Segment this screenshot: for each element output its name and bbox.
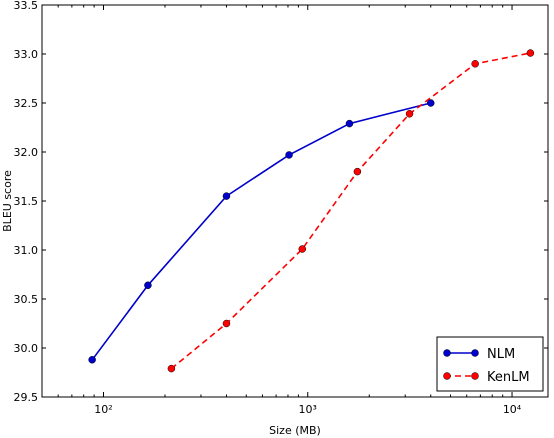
y-tick-label: 32.5 [14, 97, 39, 110]
data-point-kenlm [526, 49, 535, 57]
legend-label-nlm: NLM [487, 347, 515, 362]
y-tick-label: 31.0 [14, 244, 39, 257]
legend-marker [443, 372, 451, 380]
y-axis-label: BLEU score [1, 170, 14, 232]
y-tick-label: 31.5 [14, 195, 39, 208]
data-point-kenlm [298, 245, 307, 253]
x-tick-label: 10² [94, 403, 112, 416]
x-tick-label: 10³ [299, 403, 317, 416]
plot-area [88, 49, 535, 373]
y-tick-label: 30.0 [14, 342, 39, 355]
y-tick-label: 32.0 [14, 146, 39, 159]
data-point-kenlm [222, 319, 231, 328]
legend-marker [471, 372, 479, 380]
y-tick-label: 33.5 [14, 0, 39, 12]
data-point-nlm [144, 281, 152, 290]
series-line-nlm [91, 102, 431, 361]
y-tick-label: 29.5 [14, 391, 39, 404]
legend-marker [471, 349, 479, 357]
data-point-nlm [222, 192, 231, 200]
data-point-kenlm [405, 110, 414, 118]
data-point-nlm [88, 356, 96, 364]
y-tick-label: 30.5 [14, 293, 39, 306]
y-tick-label: 33.0 [14, 48, 39, 61]
legend-box [436, 336, 544, 392]
data-point-nlm [285, 151, 293, 159]
legend-label-kenlm: KenLM [487, 370, 530, 385]
x-tick-label: 10⁴ [503, 403, 522, 416]
data-point-kenlm [167, 364, 176, 373]
data-point-kenlm [471, 60, 479, 68]
data-point-nlm [426, 99, 435, 107]
data-point-nlm [345, 119, 354, 128]
axis-ticks: 29.5 30.0 30.5 31.0 31.5 32.0 32.5 33.0 33.5 10² 1… [14, 0, 548, 416]
legend-marker [443, 349, 451, 357]
legend: NLM KenLM [436, 336, 544, 392]
data-point-kenlm [353, 167, 362, 176]
x-axis-label: Size (MB) [269, 424, 321, 437]
